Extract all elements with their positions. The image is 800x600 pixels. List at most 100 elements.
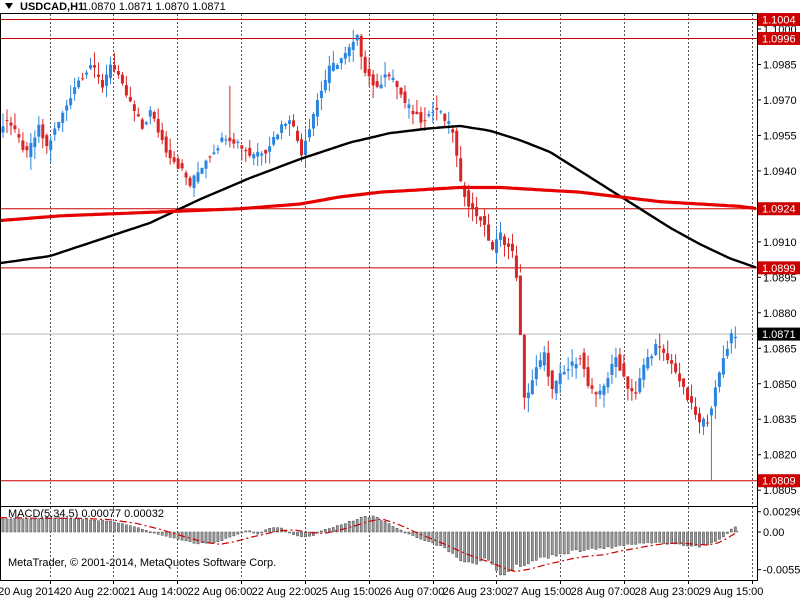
candle-body	[347, 47, 351, 57]
candle-body	[73, 87, 77, 95]
candle-body	[658, 346, 662, 348]
macd-histogram-bar	[534, 531, 538, 561]
date-label: 27 Aug 15:00	[507, 586, 572, 598]
price-tick-label: 1.0880	[763, 308, 797, 320]
price-badge-label: 1.0996	[762, 33, 796, 45]
macd-histogram-bar	[53, 517, 57, 533]
candle-body	[399, 87, 403, 95]
price-badge	[758, 13, 800, 27]
macd-histogram-bar	[538, 531, 542, 558]
macd-histogram-bar	[598, 531, 602, 549]
candle-body	[602, 385, 606, 395]
price-badge-label: 1.1004	[762, 15, 796, 27]
macd-histogram-bar	[308, 531, 311, 537]
macd-histogram-bar	[105, 520, 108, 533]
candle-body	[530, 380, 534, 395]
candle-body	[236, 141, 240, 143]
candle-body	[208, 156, 212, 158]
price-scale-axis[interactable]: 1.10001.09851.09701.09551.09401.09101.08…	[757, 13, 800, 577]
candle-body	[678, 373, 682, 382]
macd-histogram-bar	[196, 531, 200, 545]
candle-body	[546, 352, 550, 377]
macd-histogram-bar	[304, 531, 307, 538]
date-label: 22 Aug 06:00	[188, 586, 253, 598]
candle-body	[339, 58, 343, 64]
macd-histogram-bar	[212, 531, 216, 544]
macd-histogram-bar	[81, 519, 84, 533]
candle-body	[713, 387, 717, 407]
candle-body	[375, 81, 379, 87]
macd-histogram-bar	[208, 531, 212, 544]
candle-body	[168, 150, 172, 159]
macd-indicator-pane[interactable]	[0, 506, 758, 581]
candle-body	[427, 114, 431, 116]
chart-quote-values: 1.0870 1.0871 1.0870 1.0871	[82, 1, 226, 13]
macd-histogram-bar	[296, 531, 299, 537]
macd-histogram-bar	[606, 531, 610, 548]
candle-body	[630, 388, 634, 392]
candle-body	[435, 108, 439, 110]
candle-body	[383, 74, 387, 78]
ma-slow-black-line	[0, 124, 757, 269]
macd-histogram-bar	[73, 518, 76, 533]
candle-body	[248, 147, 252, 156]
candle-body	[152, 112, 156, 119]
macd-histogram-bar	[399, 529, 403, 533]
candle-body	[415, 111, 419, 115]
candle-body	[542, 352, 546, 366]
candle-body	[371, 74, 375, 86]
macd-histogram-bar	[542, 531, 546, 558]
macd-histogram-bar	[550, 531, 554, 556]
macd-histogram-bar	[328, 528, 331, 533]
candle-body	[407, 104, 411, 109]
candle-body	[618, 354, 622, 371]
macd-histogram-bar	[435, 531, 439, 546]
candle-body	[244, 149, 248, 152]
candle-body	[132, 104, 136, 111]
candle-body	[288, 120, 292, 124]
macd-histogram-bar	[570, 531, 574, 551]
candle-body	[144, 122, 148, 125]
candle-body	[514, 255, 518, 278]
macd-histogram-bar	[129, 525, 132, 533]
macd-histogram-bar	[626, 531, 630, 545]
candle-body	[164, 136, 168, 153]
candle-body	[176, 158, 180, 169]
candle-body	[196, 172, 200, 182]
indicator-pane-border	[0, 506, 758, 581]
candle-body	[634, 392, 638, 394]
macd-histogram-bar	[101, 519, 104, 533]
candle-body	[104, 74, 108, 86]
candle-body	[586, 367, 590, 386]
candle-body	[128, 96, 132, 102]
macd-histogram-bar	[586, 531, 590, 550]
candle-body	[670, 360, 674, 364]
macd-histogram-bar	[491, 531, 494, 565]
candle-body	[471, 203, 475, 210]
price-badge-label: 1.0924	[762, 204, 796, 216]
candle-body	[101, 80, 104, 88]
macd-histogram-bar	[97, 520, 100, 533]
candle-body	[582, 352, 586, 370]
macd-histogram-bar	[125, 524, 128, 533]
macd-histogram-bar	[495, 531, 498, 571]
candle-body	[578, 358, 582, 360]
candle-body	[124, 85, 128, 96]
time-axis[interactable]: 20 Aug 2014 20 Aug 22:00 21 Aug 14:00 22 Au…	[0, 580, 763, 598]
candle-body	[423, 120, 427, 122]
macd-histogram-bar	[614, 531, 618, 547]
macd-histogram-bar	[443, 531, 447, 549]
price-badge	[758, 327, 800, 341]
candle-body	[272, 137, 276, 145]
main-chart-pane[interactable]	[0, 13, 758, 507]
candle-body	[256, 151, 260, 157]
candle-body	[112, 64, 116, 70]
price-tick-label: 1.0985	[763, 59, 797, 71]
macd-histogram-bar	[634, 531, 638, 545]
macd-histogram-bar	[733, 526, 737, 533]
macd-histogram-bar	[558, 531, 562, 555]
macd-histogram-bar	[674, 531, 677, 545]
candle-body	[296, 130, 300, 141]
macd-histogram-bar	[61, 517, 65, 533]
macd-histogram-bar	[93, 520, 96, 533]
